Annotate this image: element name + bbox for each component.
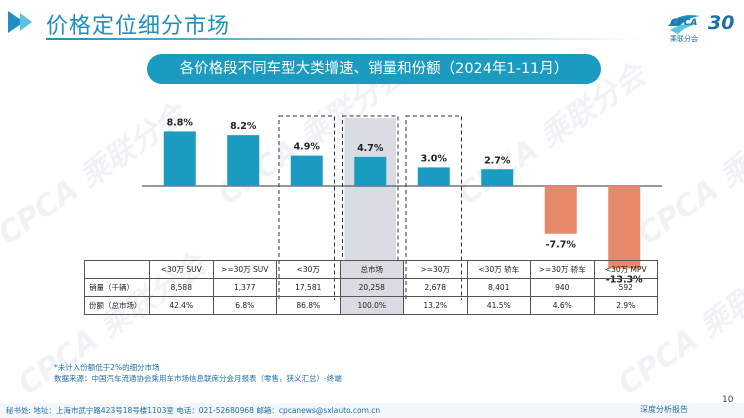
table-cell: 8,401 [466, 278, 531, 297]
table-cell: 20,258 [339, 278, 404, 297]
table-cell: 2,678 [403, 278, 468, 297]
data-table: <30万 SUV >=30万 SUV <30万 总市场 >=30万 <30万 轿车 >=30… [84, 260, 658, 315]
bar-0 [163, 131, 196, 186]
footnote-share: *未计入份额低于2%的细分市场 [54, 363, 160, 372]
table-cell: 2.9% [593, 296, 658, 315]
table-header-cell: >=30万 SUV [212, 260, 277, 279]
row-label-sales: 销量（千辆） [84, 278, 150, 297]
table-cell: 100.0% [339, 296, 404, 315]
table-header-cell: <30万 [276, 260, 341, 279]
dashed-group-box [342, 115, 399, 300]
bar-3 [354, 156, 387, 186]
footer-bar [0, 403, 744, 418]
bar-value-label: 4.9% [294, 142, 321, 153]
table-header-cell: <30万 轿车 [466, 260, 531, 279]
row-label-share: 份额（总市场） [84, 296, 150, 315]
logo-subtitle: 乘联分会 [670, 35, 698, 43]
table-cell: 42.4% [149, 296, 214, 315]
footnote-source: 数据来源：中国汽车流通协会乘用车市场信息联席分会月报表（零售，狭义汇总）-终端 [54, 374, 342, 383]
bar-5 [481, 169, 514, 186]
bar-chart: 8.8% 8.2%4.9% 4.7%3.0% 2.7%-7.7%-13.3% [142, 115, 662, 300]
bar-value-label: 8.2% [230, 121, 257, 132]
dashed-group-box [278, 115, 335, 300]
bar-value-label: 3.0% [421, 153, 448, 164]
footer-contact: 秘书处: 地址：上海市武宁路423号18号楼1103室 电话：021-52680… [6, 406, 381, 415]
table-header-cell: <30万 MPV [593, 260, 658, 279]
table-cell: 41.5% [466, 296, 531, 315]
bar-value-label: -7.7% [546, 240, 577, 251]
table-cell: 4.6% [530, 296, 595, 315]
table-row-share: 份额（总市场） 42.4% 6.8% 86.8% 100.0% 13.2% 41.5% 4.… [84, 296, 658, 315]
bar-2 [290, 155, 323, 186]
table-header-row: <30万 SUV >=30万 SUV <30万 总市场 >=30万 <30万 轿车 >=30… [84, 260, 658, 279]
table-header-cell: >=30万 [403, 260, 468, 279]
table-cell: 13.2% [403, 296, 468, 315]
bar-7 [608, 186, 641, 269]
bar-1 [227, 135, 260, 186]
table-cell: 17,581 [276, 278, 341, 297]
table-cell: 6.8% [212, 296, 277, 315]
table-header-cell: <30万 SUV [149, 260, 214, 279]
table-header-cell: >=30万 轿车 [530, 260, 595, 279]
bar-6 [544, 186, 577, 234]
table-cell: 1,377 [212, 278, 277, 297]
footer-report-label: 深度分析报告 [640, 405, 688, 414]
anniversary-badge: 30 [708, 12, 735, 34]
page-title: 价格定位细分市场 [46, 14, 231, 39]
table-corner-cell [84, 260, 150, 279]
table-cell: 86.8% [276, 296, 341, 315]
cpca-logo-icon: CPCA [668, 15, 700, 34]
slide-header: 价格定位细分市场 CPCA 乘联分会 30 [0, 0, 744, 44]
dashed-group-box [405, 115, 462, 300]
table-cell: 940 [530, 278, 595, 297]
title-underline [46, 38, 646, 40]
bar-value-label: 2.7% [484, 155, 511, 166]
bar-4 [417, 167, 450, 186]
bar-value-label: 4.7% [357, 143, 384, 154]
table-row-sales: 销量（千辆） 8,588 1,377 17,581 20,258 2,678 8,401 9… [84, 278, 658, 297]
chart-title-banner: 各价格段不同车型大类增速、销量和份额（2024年1-11月） [147, 54, 601, 84]
title-arrow-icon [20, 13, 32, 31]
bar-value-label: 8.8% [167, 117, 194, 128]
table-cell: 592 [593, 278, 658, 297]
logo-text: CPCA [671, 18, 698, 28]
page-number: 10 [722, 395, 734, 405]
table-header-cell: 总市场 [339, 260, 404, 279]
table-cell: 8,588 [149, 278, 214, 297]
